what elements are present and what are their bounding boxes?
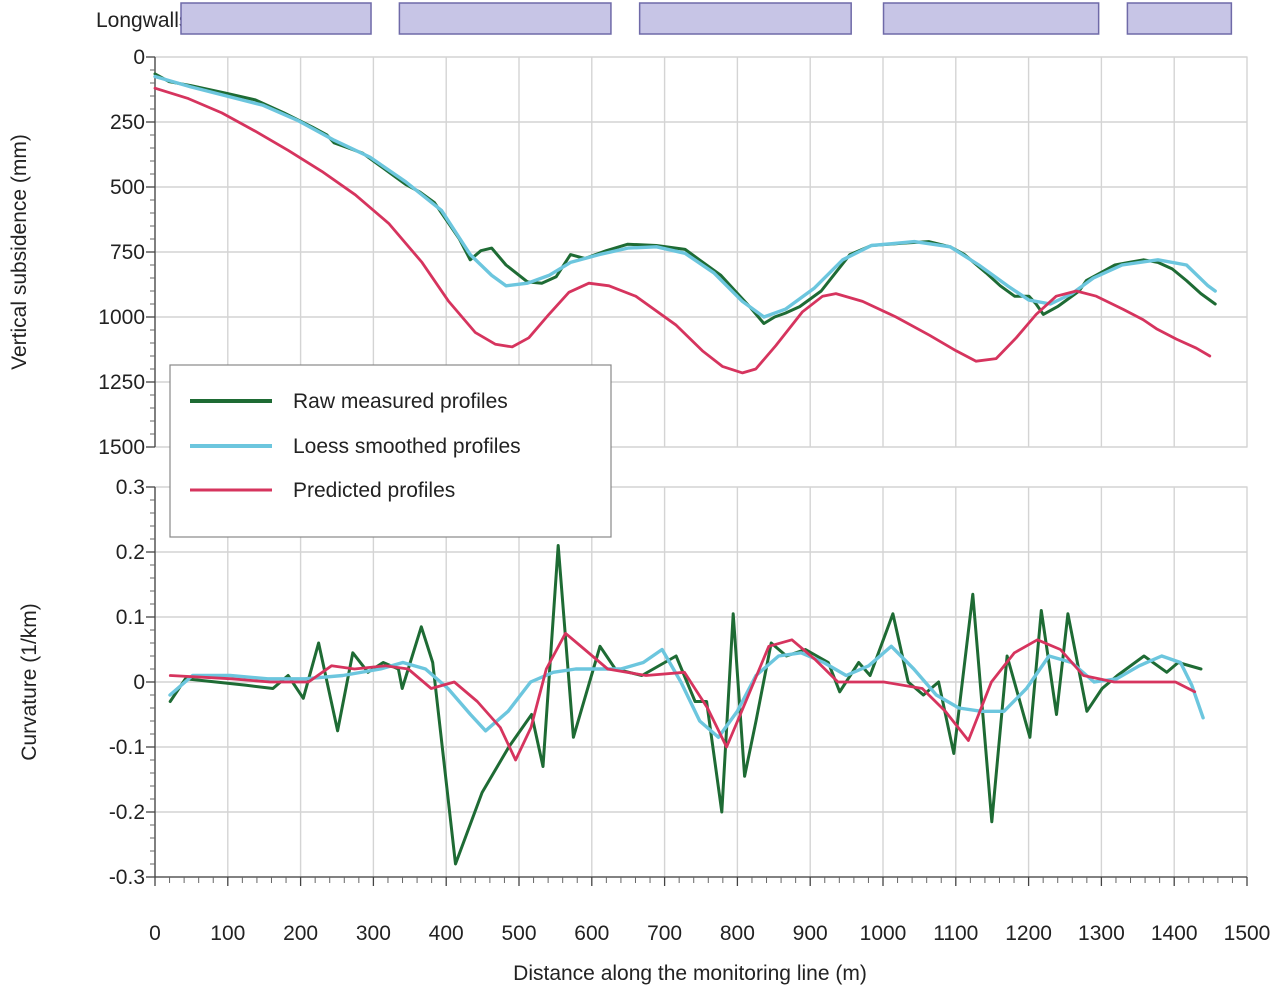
- x-axis-label: Distance along the monitoring line (m): [513, 962, 867, 985]
- longwalls-label: Longwalls: [96, 9, 189, 32]
- x-tick-label: 400: [429, 922, 464, 945]
- longwalls-strip: Longwalls: [96, 2, 1233, 35]
- subsidence-y-tick-label: 1000: [98, 306, 145, 329]
- longwall-panel-4: [882, 2, 1100, 35]
- x-tick-label: 1500: [1224, 922, 1271, 945]
- curvature-y-tick-label: 0.1: [116, 606, 145, 629]
- subsidence-y-axis-label: Vertical subsidence (mm): [8, 134, 31, 370]
- curvature-series: [168, 544, 1205, 866]
- x-tick-label: 1300: [1078, 922, 1125, 945]
- legend-label-loess: Loess smoothed profiles: [293, 435, 521, 458]
- x-tick-label: 700: [647, 922, 682, 945]
- x-tick-label: 200: [283, 922, 318, 945]
- legend-label-raw: Raw measured profiles: [293, 390, 508, 413]
- curvature-y-tick-label: -0.2: [109, 801, 145, 824]
- curvature-y-ticks: 0.3 0.2 0.1 0 -0.1 -0.2 -0.3: [109, 476, 156, 889]
- x-tick-label: 1000: [860, 922, 907, 945]
- longwall-panel-2: [398, 2, 612, 35]
- subsidence-y-tick-label: 1500: [98, 436, 145, 459]
- curvature-y-axis-label: Curvature (1/km): [18, 603, 41, 761]
- curvature-y-tick-label: 0.2: [116, 541, 145, 564]
- x-tick-label: 600: [574, 922, 609, 945]
- x-tick-label: 800: [720, 922, 755, 945]
- x-tick-label: 300: [356, 922, 391, 945]
- x-tick-label: 100: [210, 922, 245, 945]
- curvature-y-tick-label: 0.3: [116, 476, 145, 499]
- subsidence-line-loess: [153, 74, 1217, 319]
- subsidence-y-ticks: 0 250 500 750 1000 1250 1500: [98, 46, 156, 459]
- x-tick-label: 0: [149, 922, 161, 945]
- subsidence-y-tick-label: 750: [110, 241, 145, 264]
- curvature-y-tick-label: 0: [133, 671, 145, 694]
- curvature-line-raw: [168, 544, 1203, 866]
- curvature-y-tick-label: -0.3: [109, 866, 145, 889]
- subsidence-y-tick-label: 0: [133, 46, 145, 69]
- subsidence-y-tick-label: 500: [110, 176, 145, 199]
- curvature-chart: 0.3 0.2 0.1 0 -0.1 -0.2 -0.3 Curvature (1/km): [18, 476, 1248, 889]
- subsidence-y-tick-label: 1250: [98, 371, 145, 394]
- curvature-y-tick-label: -0.1: [109, 736, 145, 759]
- longwall-panels: [180, 2, 1233, 35]
- x-tick-label: 500: [501, 922, 536, 945]
- subsidence-y-tick-label: 250: [110, 111, 145, 134]
- subsidence-series: [153, 72, 1217, 375]
- longwall-panel-1: [180, 2, 372, 35]
- longwall-panel-5: [1126, 2, 1233, 35]
- x-axis: 0 100 200 300 400 500 600 700 800 900 1000 1100 1200…: [149, 876, 1271, 945]
- x-tick-label: 1400: [1151, 922, 1198, 945]
- legend-box: [169, 364, 612, 538]
- legend-label-predicted: Predicted profiles: [293, 479, 455, 502]
- curvature-line-predicted: [168, 631, 1197, 762]
- x-tick-label: 1200: [1005, 922, 1052, 945]
- curvature-line-loess: [168, 644, 1205, 739]
- x-tick-label: 900: [793, 922, 828, 945]
- x-tick-label: 1100: [933, 922, 978, 945]
- longwall-panel-3: [638, 2, 852, 35]
- legend: Raw measured profiles Loess smoothed pro…: [169, 364, 612, 538]
- subsidence-line-predicted: [153, 86, 1212, 375]
